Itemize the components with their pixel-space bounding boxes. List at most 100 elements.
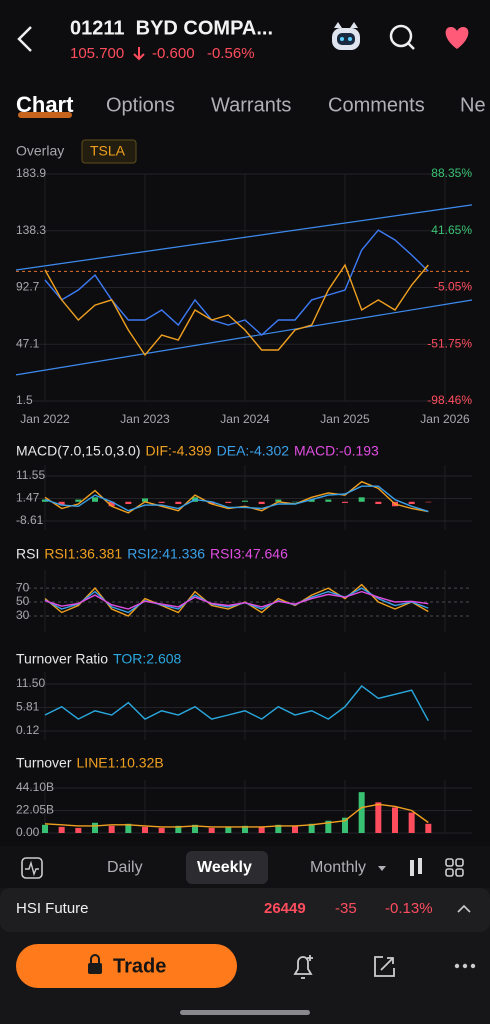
lock-icon — [88, 963, 102, 974]
bar — [158, 827, 165, 833]
tab[interactable]: Options — [106, 94, 175, 116]
bar — [408, 812, 415, 833]
y2-tick-label: 41.65% — [431, 223, 472, 237]
period-tab-active[interactable] — [186, 851, 268, 884]
period-tab[interactable]: Daily — [107, 859, 143, 876]
legend-entry: RSI3:47.646 — [210, 546, 288, 562]
home-indicator — [180, 1010, 310, 1015]
panel-title: Turnover — [16, 755, 72, 771]
indicator-icon[interactable] — [21, 857, 43, 879]
bar — [342, 817, 348, 833]
tab-underline — [18, 112, 72, 118]
bar — [58, 826, 65, 833]
overlay-tag[interactable] — [81, 139, 137, 164]
stock-title: 01211 BYD COMPA... — [70, 17, 273, 39]
bar — [225, 501, 232, 503]
panel-title: Turnover Ratio — [16, 651, 108, 667]
lock-icon-shackle — [90, 954, 100, 963]
tab[interactable]: Comments — [328, 94, 425, 116]
bar — [242, 825, 248, 833]
bar — [92, 497, 98, 502]
bar — [208, 501, 215, 505]
y-tick-label: 70 — [16, 580, 30, 594]
price: 105.700 — [70, 45, 124, 62]
y2-tick-label: -98.46% — [427, 393, 472, 407]
bar — [258, 826, 265, 833]
ticker-change-pct: -0.13% — [385, 900, 433, 917]
bar — [375, 501, 382, 505]
bar — [408, 501, 415, 505]
y2-tick-label: -5.05% — [434, 280, 472, 294]
search-icon[interactable] — [389, 24, 415, 50]
bar — [158, 501, 165, 503]
y-tick-label: 138.3 — [16, 223, 46, 237]
y-tick-label: 1.5 — [16, 393, 33, 407]
y-tick-label: 183.9 — [16, 166, 46, 180]
expand-caret[interactable] — [457, 904, 471, 913]
more-icon[interactable] — [454, 963, 476, 969]
x-tick-label: Jan 2025 — [320, 412, 370, 426]
ticker-name: HSI Future — [16, 900, 89, 917]
trade-label: Trade — [113, 955, 166, 977]
favorite-icon[interactable] — [445, 27, 469, 49]
overlay-label: Overlay — [16, 143, 64, 159]
bar — [175, 501, 182, 505]
y-tick-label: -8.61 — [16, 513, 44, 527]
panel-title: RSI — [16, 546, 39, 562]
price-change: -0.600 — [152, 45, 195, 62]
tab[interactable]: Warrants — [211, 94, 291, 116]
x-tick-label: Jan 2026 — [420, 412, 470, 426]
bar — [308, 499, 315, 502]
y-tick-label: 22.05B — [16, 803, 54, 817]
x-tick-label: Jan 2023 — [120, 412, 170, 426]
y-tick-label: 0.00 — [16, 825, 40, 839]
y-tick-label: 30 — [16, 608, 30, 622]
y-tick-label: 50 — [16, 594, 30, 608]
bar — [375, 802, 382, 833]
series-line — [44, 590, 429, 610]
y-tick-label: 0.12 — [16, 723, 40, 737]
bar — [342, 501, 348, 503]
indicator-icon-line — [25, 860, 39, 877]
legend-entry: MACD:-0.193 — [294, 443, 379, 459]
bar — [258, 501, 265, 505]
bar — [292, 501, 298, 503]
ticker-change: -35 — [335, 900, 357, 917]
legend-entry: LINE1:10.32B — [77, 755, 164, 771]
bar — [275, 499, 282, 502]
y-tick-label: 47.1 — [16, 336, 40, 350]
price-change-pct: -0.56% — [207, 45, 255, 62]
period-tab[interactable]: Monthly — [310, 859, 366, 876]
share-icon[interactable] — [374, 956, 395, 977]
tab[interactable]: Chart — [16, 92, 74, 117]
bar — [175, 825, 182, 833]
bar — [208, 827, 215, 833]
grid-icon[interactable] — [445, 858, 464, 877]
bar — [358, 497, 365, 502]
tab[interactable]: Ne — [460, 94, 486, 116]
y2-tick-label: -51.75% — [427, 336, 472, 350]
y-tick-label: 5.81 — [16, 700, 40, 714]
period-tab[interactable]: Weekly — [197, 859, 252, 876]
bar — [225, 826, 232, 833]
legend-entry: DEA:-4.302 — [217, 443, 290, 459]
bar — [42, 824, 48, 833]
back-button[interactable] — [17, 26, 32, 52]
bar — [192, 824, 198, 833]
series-line — [44, 263, 429, 357]
bar — [242, 500, 248, 502]
y-tick-label: 92.7 — [16, 280, 40, 294]
bar — [308, 823, 315, 833]
series-line — [44, 685, 429, 722]
alert-icon[interactable] — [293, 955, 313, 979]
bar — [108, 501, 115, 507]
bar — [108, 825, 115, 833]
bar — [125, 823, 132, 833]
x-tick-label: Jan 2022 — [20, 412, 70, 426]
ticker-bar[interactable] — [0, 888, 490, 932]
trade-button[interactable] — [16, 944, 237, 988]
bar — [425, 823, 432, 833]
candle-icon[interactable] — [410, 858, 422, 876]
bar — [325, 499, 332, 502]
bot-icon[interactable] — [332, 22, 360, 50]
